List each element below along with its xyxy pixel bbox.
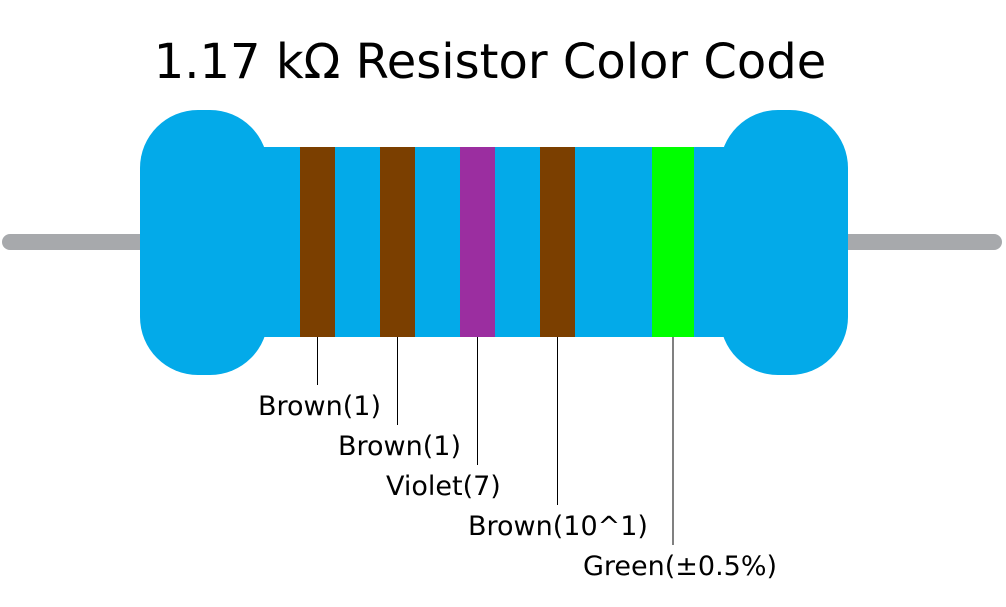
bands: Brown(1) Brown(1) Violet(7) Brown(10^1) Gree… [258,147,777,582]
cap-right [720,110,848,375]
color-band [300,147,335,337]
color-band [460,147,495,337]
title: 1.17 kΩ Resistor Color Code [154,34,827,90]
color-band [652,147,694,337]
band-label: Violet(7) [386,471,501,502]
color-band [380,147,415,337]
band-label: Green(±0.5%) [583,551,777,582]
band-label: Brown(10^1) [468,511,648,542]
band-label: Brown(1) [258,391,381,422]
color-band [540,147,575,337]
band-label: Brown(1) [338,431,461,462]
cap-left [140,110,268,375]
